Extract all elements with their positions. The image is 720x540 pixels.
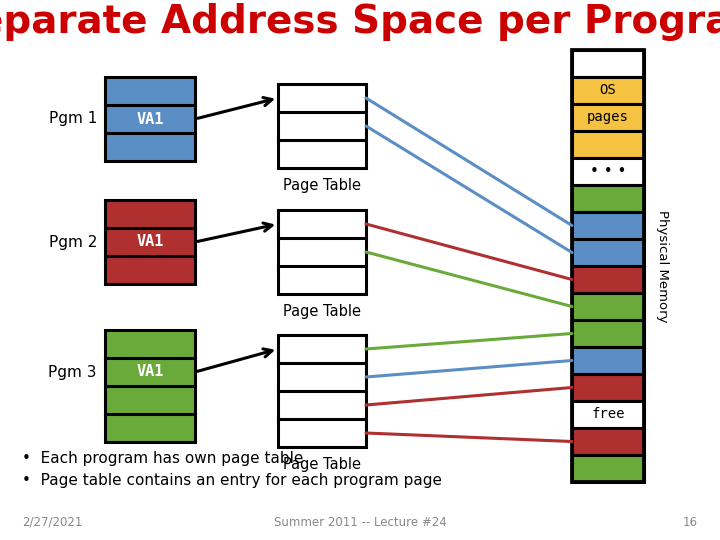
Text: Separate Address Space per Program: Separate Address Space per Program (0, 3, 720, 41)
Bar (278, 84, 366, 168)
Bar (572, 266, 644, 293)
Bar (105, 200, 195, 284)
Bar (572, 428, 644, 455)
Bar (572, 320, 644, 347)
Bar (572, 77, 644, 104)
Bar (572, 347, 644, 374)
Text: free: free (591, 408, 625, 422)
Bar (572, 158, 644, 185)
Text: 16: 16 (683, 516, 698, 529)
Text: VA1: VA1 (136, 111, 163, 126)
Text: pages: pages (587, 111, 629, 125)
Text: •  Page table contains an entry for each program page: • Page table contains an entry for each … (22, 472, 442, 488)
Text: 2/27/2021: 2/27/2021 (22, 516, 82, 529)
Text: •  Each program has own page table: • Each program has own page table (22, 450, 303, 465)
Bar (572, 104, 644, 131)
Bar (572, 50, 644, 482)
Bar (572, 401, 644, 428)
Bar (572, 293, 644, 320)
Text: Page Table: Page Table (283, 178, 361, 193)
Text: Physical Memory: Physical Memory (655, 210, 668, 322)
Bar (278, 210, 366, 294)
Bar (105, 330, 195, 442)
Bar (572, 212, 644, 239)
Bar (572, 131, 644, 158)
Text: OS: OS (600, 84, 616, 98)
Text: • • •: • • • (590, 164, 626, 179)
Bar (572, 50, 644, 77)
Bar (572, 455, 644, 482)
Text: Page Table: Page Table (283, 304, 361, 319)
Bar (572, 374, 644, 401)
Text: VA1: VA1 (136, 234, 163, 249)
Bar (105, 77, 195, 161)
Bar (572, 239, 644, 266)
Text: Pgm 3: Pgm 3 (48, 364, 97, 380)
Bar (572, 185, 644, 212)
Text: Pgm 1: Pgm 1 (49, 111, 97, 126)
Text: Pgm 2: Pgm 2 (49, 234, 97, 249)
Bar (278, 335, 366, 447)
Text: VA1: VA1 (136, 364, 163, 380)
Text: Summer 2011 -- Lecture #24: Summer 2011 -- Lecture #24 (274, 516, 446, 529)
Text: Page Table: Page Table (283, 457, 361, 472)
